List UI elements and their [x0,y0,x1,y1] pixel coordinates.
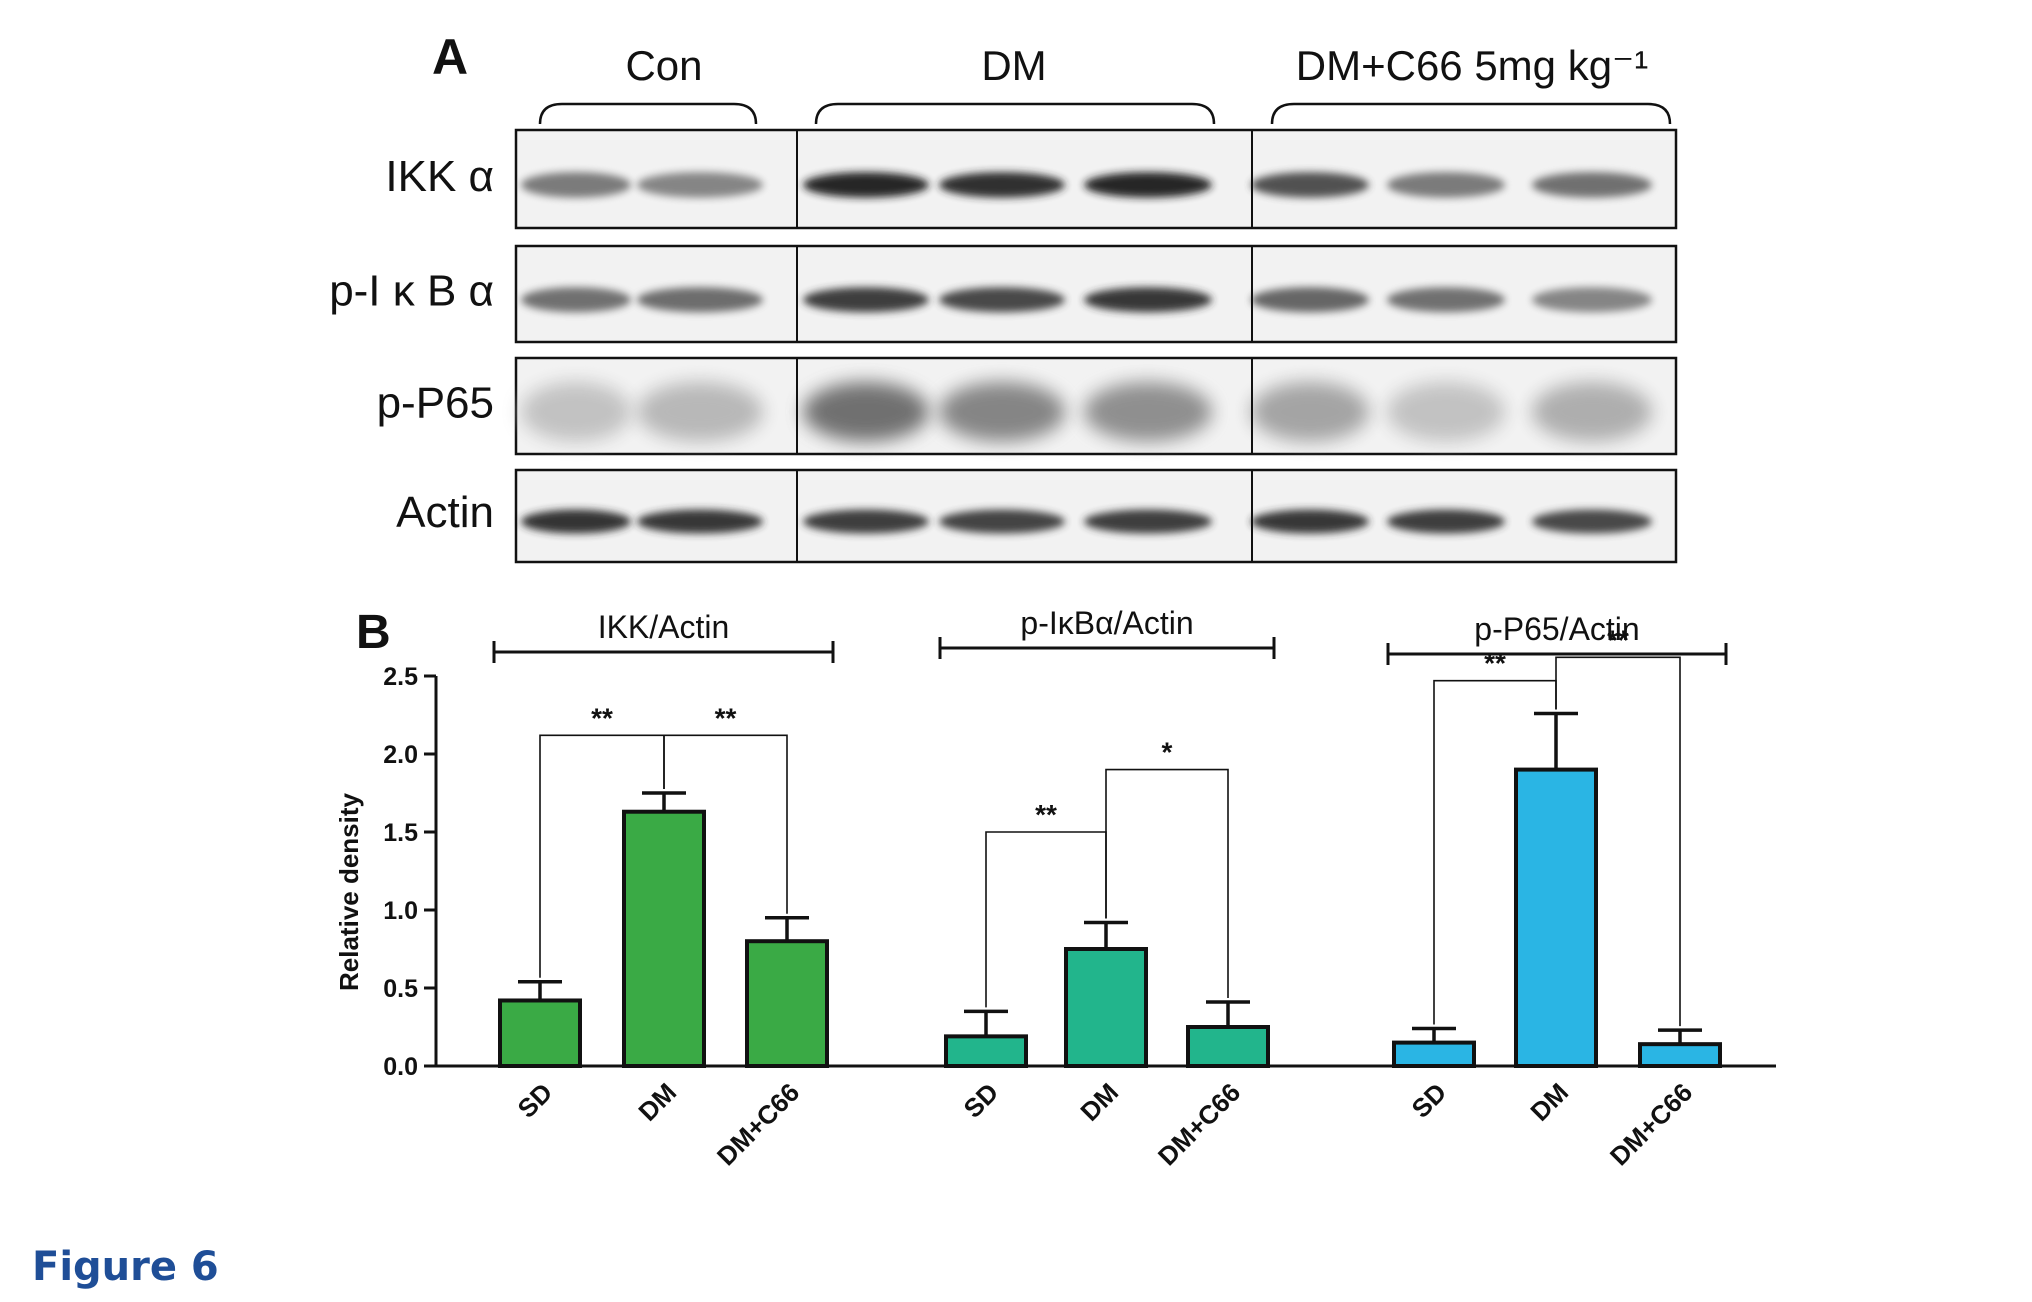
bar-group: p-P65/Actin SD DM DM+C66 ** ** [1386,611,1728,1171]
significance-label: * [1162,737,1173,768]
bar [1392,1040,1476,1068]
significance-bracket [1555,656,1681,1027]
significance-label: ** [1035,799,1057,830]
bar [944,1034,1028,1068]
x-tick-label: DM [1074,1077,1124,1127]
blot-band [1387,172,1505,198]
blot-band [521,287,631,313]
blot-group-label: DM+C66 5mg kg⁻¹ [1296,42,1648,89]
panel-b-bar-chart: B Relative density 0.0 0.5 1.0 1.5 2.0 2.5 IK… [334,605,1776,1171]
group-bracket [814,102,1216,125]
blot-band [1084,382,1212,442]
blot-band [521,382,631,442]
blot-band [1532,287,1652,313]
y-tick-label: 2.5 [383,663,418,691]
blot-band [803,172,929,198]
bar [1064,947,1148,1068]
y-tick-label: 0.0 [383,1053,418,1081]
significance-label: ** [591,702,613,733]
blot-band [1084,287,1212,313]
blot-row-label: p-I κ B α [329,267,494,316]
blot-band [521,509,631,534]
y-tick-label: 0.5 [383,975,418,1003]
y-ticks: 0.0 0.5 1.0 1.5 2.0 2.5 [383,663,436,1081]
significance-label: ** [1484,648,1506,679]
blot-group-label: Con [625,42,702,89]
blot-band [1251,382,1369,442]
bar [1514,767,1598,1068]
blot-band [939,509,1065,534]
x-tick-label: DM+C66 [1152,1077,1246,1171]
x-tick-label: SD [957,1077,1004,1124]
blot-row-label: IKK α [385,152,494,201]
group-title: p-IκBα/Actin [1020,605,1193,641]
blot-band [1387,287,1505,313]
group-title: p-P65/Actin [1474,611,1639,647]
significance-label: ** [715,702,737,733]
x-tick-label: DM [1524,1077,1574,1127]
group-bracket [538,102,758,125]
x-tick-label: DM+C66 [1604,1077,1698,1171]
blot-band [1084,172,1212,198]
bar [498,998,582,1068]
bar-groups: IKK/Actin SD DM DM+C66 ** ** p-IκBα/Actin SD DM D… [492,605,1728,1171]
blot-band [939,172,1065,198]
blot-row-label: p-P65 [377,379,494,428]
blot-band [1532,382,1652,442]
blot-band [1084,509,1212,534]
bar [745,939,829,1069]
blot-band [637,172,763,198]
blot-band [939,382,1065,442]
blot-band [1251,509,1369,534]
blot-band [637,287,763,313]
blot-band [803,509,929,534]
blot-band [1532,172,1652,198]
figure-label: Figure 6 [32,1244,219,1290]
blot-row-label: Actin [396,488,494,537]
blot-band [1532,509,1652,534]
blot-band [637,509,763,534]
bar [1186,1025,1270,1068]
blot-band [1251,287,1369,313]
y-tick-label: 2.0 [383,741,418,769]
y-tick-label: 1.5 [383,819,418,847]
bar [1638,1042,1722,1069]
bar-group: IKK/Actin SD DM DM+C66 ** ** [492,609,835,1171]
blot-group-label: DM [981,42,1046,89]
blot-group-headers: Con DM DM+C66 5mg kg⁻¹ [538,42,1672,125]
panel-b-letter: B [356,606,391,659]
group-title: IKK/Actin [598,609,730,645]
y-tick-label: 1.0 [383,897,418,925]
significance-bracket [1105,768,1229,999]
y-axis-label: Relative density [334,792,364,991]
blot-band [1251,172,1369,198]
blot-band [521,172,631,198]
x-tick-label: DM+C66 [711,1077,805,1171]
blot-band [637,382,763,442]
group-bracket [1270,102,1672,125]
x-tick-label: SD [511,1077,558,1124]
panel-a-western-blot: A Con DM DM+C66 5mg kg⁻¹ IKK α p-I κ B α p-P… [329,29,1678,564]
x-tick-label: DM [632,1077,682,1127]
significance-bracket [663,734,788,914]
significance-label: ** [1607,624,1629,655]
blot-band [803,287,929,313]
x-tick-label: SD [1405,1077,1452,1124]
panel-a-letter: A [432,29,468,85]
blot-band [1387,382,1505,442]
blot-band [939,287,1065,313]
blot-rows: IKK α p-I κ B α p-P65 Actin [329,128,1678,564]
blot-band [803,382,929,442]
bar [622,809,706,1068]
blot-band [1387,509,1505,534]
